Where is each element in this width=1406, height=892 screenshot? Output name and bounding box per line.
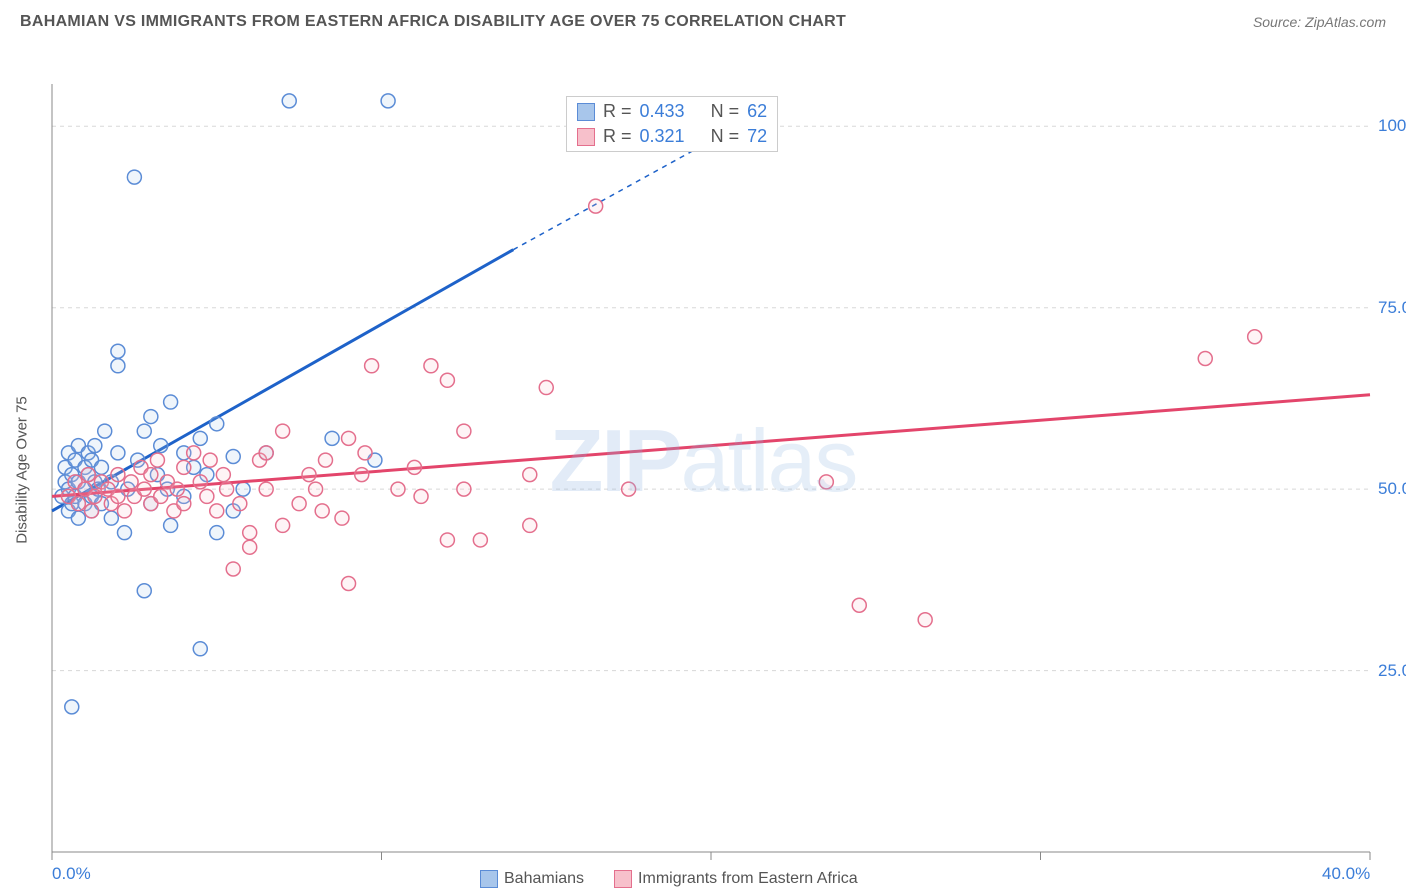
legend-label: Bahamians bbox=[504, 870, 584, 888]
chart-title: BAHAMIAN VS IMMIGRANTS FROM EASTERN AFRI… bbox=[20, 13, 846, 31]
r-value: 0.433 bbox=[640, 99, 685, 124]
y-tick-label: 50.0% bbox=[1378, 479, 1406, 499]
r-label: R = bbox=[603, 99, 632, 124]
series-legend: Bahamians Immigrants from Eastern Africa bbox=[480, 870, 858, 888]
n-label: N = bbox=[711, 99, 740, 124]
y-tick-label: 25.0% bbox=[1378, 661, 1406, 681]
source-label: Source: ZipAtlas.com bbox=[1253, 14, 1386, 30]
legend-item: Immigrants from Eastern Africa bbox=[614, 870, 858, 888]
r-value: 0.321 bbox=[640, 124, 685, 149]
r-label: R = bbox=[603, 124, 632, 149]
n-value: 62 bbox=[747, 99, 767, 124]
x-tick-label: 0.0% bbox=[52, 864, 91, 884]
series-swatch bbox=[614, 870, 632, 888]
y-tick-label: 100.0% bbox=[1378, 116, 1406, 136]
series-swatch bbox=[480, 870, 498, 888]
scatter-chart-svg bbox=[0, 40, 1406, 892]
y-axis-label: Disability Age Over 75 bbox=[14, 396, 31, 544]
n-label: N = bbox=[711, 124, 740, 149]
y-tick-label: 75.0% bbox=[1378, 298, 1406, 318]
legend-label: Immigrants from Eastern Africa bbox=[638, 870, 858, 888]
chart-area: ZIPatlas Disability Age Over 75 R = 0.43… bbox=[0, 40, 1406, 892]
correlation-legend-box: R = 0.433 N = 62 R = 0.321 N = 72 bbox=[566, 96, 778, 152]
legend-item: Bahamians bbox=[480, 870, 584, 888]
n-value: 72 bbox=[747, 124, 767, 149]
x-tick-label: 40.0% bbox=[1322, 864, 1370, 884]
correlation-row: R = 0.433 N = 62 bbox=[577, 99, 767, 124]
series-swatch bbox=[577, 128, 595, 146]
series-swatch bbox=[577, 103, 595, 121]
correlation-row: R = 0.321 N = 72 bbox=[577, 124, 767, 149]
